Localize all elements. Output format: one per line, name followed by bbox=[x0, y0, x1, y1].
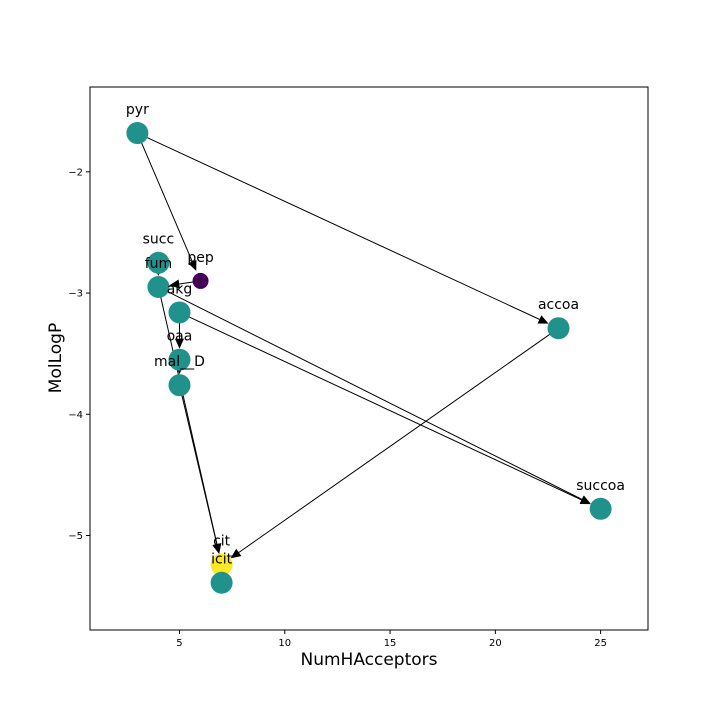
edge-arrowhead bbox=[230, 548, 242, 559]
node-accoa bbox=[547, 317, 570, 340]
node-label-icit: icit bbox=[211, 552, 232, 568]
x-tick-label: 15 bbox=[384, 638, 397, 649]
node-label-pyr: pyr bbox=[126, 102, 149, 118]
x-axis-label: NumHAcceptors bbox=[300, 650, 437, 670]
x-axis-ticks: 5 10 15 20 25 bbox=[176, 630, 607, 649]
node-label-pep: pep bbox=[187, 250, 214, 266]
node-oaa bbox=[168, 348, 191, 371]
node-icit bbox=[210, 571, 233, 594]
edge-arrowhead bbox=[579, 495, 591, 505]
node-label-succoa: succoa bbox=[576, 478, 625, 494]
edge-accoa-cit bbox=[238, 327, 559, 553]
edge-pyr-accoa bbox=[137, 132, 540, 320]
y-tick-label: −3 bbox=[68, 289, 83, 300]
node-label-accoa: accoa bbox=[538, 297, 579, 313]
node-label-oaa: oaa bbox=[167, 329, 193, 345]
edge-arrowhead bbox=[188, 259, 197, 271]
node-group bbox=[126, 122, 612, 594]
node-succoa bbox=[589, 497, 612, 520]
node-label-succ: succ bbox=[143, 232, 175, 248]
edge-mal_D-cit bbox=[179, 385, 218, 545]
node-label-fum: fum bbox=[145, 256, 172, 272]
edge-group bbox=[136, 132, 591, 559]
node-pyr bbox=[126, 122, 149, 145]
y-axis-label: MolLogP bbox=[46, 323, 66, 393]
y-tick-label: −4 bbox=[68, 410, 83, 421]
y-tick-label: −5 bbox=[68, 531, 83, 542]
edge-fum-succoa bbox=[158, 286, 583, 500]
node-fum bbox=[147, 275, 170, 298]
node-succ bbox=[147, 251, 170, 274]
x-tick-label: 5 bbox=[176, 638, 182, 649]
node-akg bbox=[168, 301, 191, 324]
x-tick-label: 10 bbox=[278, 638, 291, 649]
x-tick-label: 20 bbox=[489, 638, 502, 649]
node-label-cit: cit bbox=[213, 534, 231, 550]
edge-arrowhead bbox=[174, 338, 184, 349]
node-cit bbox=[210, 553, 233, 576]
node-mal_D bbox=[168, 374, 191, 397]
x-tick-label: 25 bbox=[594, 638, 607, 649]
edge-arrowhead bbox=[537, 315, 549, 324]
edge-akg-succoa bbox=[179, 311, 582, 501]
edge-arrowhead bbox=[169, 279, 180, 289]
node-label-akg: akg bbox=[167, 281, 193, 297]
node-pep bbox=[192, 272, 209, 289]
y-axis-ticks: −2 −3 −4 −5 bbox=[68, 167, 90, 542]
edge-pyr-pep bbox=[136, 132, 193, 262]
node-label-mal_D: mal__D bbox=[154, 354, 205, 370]
edge-arrowhead bbox=[212, 543, 222, 554]
y-tick-label: −2 bbox=[68, 167, 83, 178]
